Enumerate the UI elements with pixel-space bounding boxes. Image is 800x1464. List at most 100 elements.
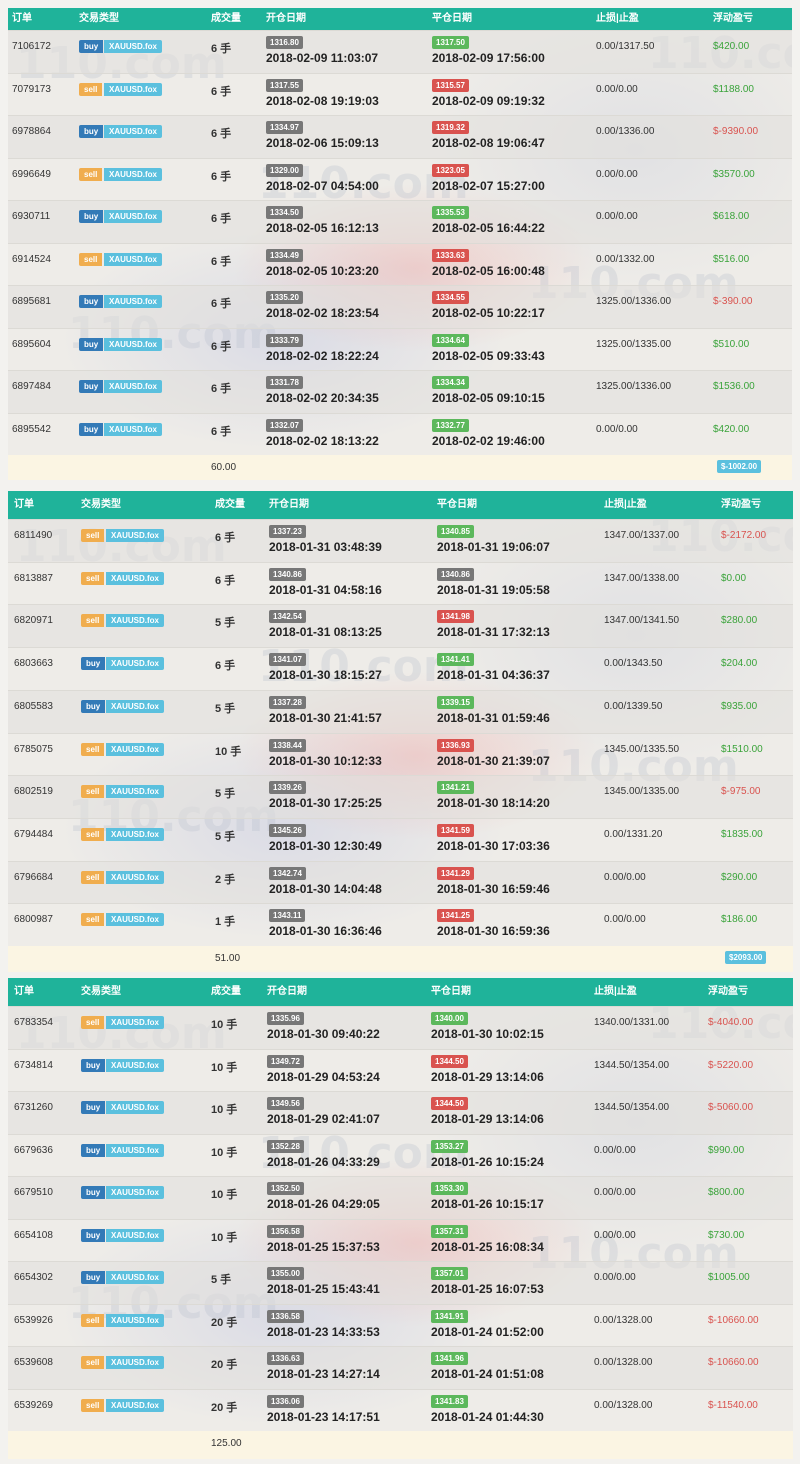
open-price-badge: 1332.07	[266, 418, 303, 432]
header-sltp: 止损|止盈	[604, 499, 647, 510]
lots-volume: 5 手	[215, 830, 236, 843]
close-price-badge: 1341.98	[437, 610, 474, 624]
close-price-badge: 1344.50	[431, 1097, 468, 1110]
close-price-badge: 1341.96	[431, 1352, 468, 1365]
open-time: 2018-01-31 04:58:16	[269, 582, 382, 597]
lots-volume: 20 手	[211, 1316, 238, 1329]
buy-badge: buy	[81, 1101, 106, 1114]
table-row: 6539926 sell XAUUSD.fox 20 手 1336.58 2018-01-…	[8, 1303, 793, 1348]
header-sltp: 止损|止盈	[594, 986, 637, 997]
symbol-badge: XAUUSD.fox	[104, 295, 163, 308]
buy-badge: buy	[81, 1271, 106, 1284]
close-time: 2018-02-05 09:10:15	[432, 391, 545, 405]
buy-badge: buy	[79, 295, 104, 308]
header-volume: 成交量	[211, 13, 241, 24]
lots-volume: 5 手	[215, 788, 236, 801]
symbol-badge: XAUUSD.fox	[104, 82, 163, 96]
open-price-badge: 1345.26	[269, 823, 306, 837]
sell-badge: sell	[81, 870, 105, 884]
close-price-badge: 1353.27	[431, 1139, 468, 1153]
open-time: 2018-01-30 17:25:25	[269, 796, 382, 811]
close-time: 2018-01-30 17:03:36	[437, 838, 550, 853]
lots-volume: 20 手	[211, 1401, 238, 1414]
close-time: 2018-01-30 16:59:46	[437, 881, 550, 896]
sell-badge: sell	[81, 742, 105, 756]
table-row: 6930711 buy XAUUSD.fox 6 手 1334.50 2018-02-05…	[8, 200, 792, 244]
lots-volume: 6 手	[211, 85, 232, 98]
close-price-badge: 1340.00	[431, 1012, 468, 1025]
table-header: 订单 交易类型 成交量 开仓日期 平仓日期 止损|止盈 浮动盈亏	[8, 8, 792, 30]
close-time: 2018-02-05 16:44:22	[432, 221, 545, 235]
sell-badge: sell	[81, 614, 105, 628]
open-price-badge: 1342.54	[269, 610, 306, 624]
close-price-badge: 1344.50	[431, 1054, 468, 1068]
header-open: 开仓日期	[267, 986, 307, 997]
table-row: 6811490 sell XAUUSD.fox 6 手 1337.23 2018-01-3…	[8, 519, 793, 563]
header-close: 平仓日期	[431, 986, 471, 997]
symbol-badge: XAUUSD.fox	[106, 1186, 165, 1199]
stoploss-takeprofit: 0.00/0.00	[594, 1187, 636, 1198]
symbol-badge: XAUUSD.fox	[104, 252, 163, 266]
open-price-badge: 1316.80	[266, 36, 303, 49]
stoploss-takeprofit: 0.00/1328.00	[594, 1357, 653, 1368]
table-footer-totals: 60.00 $-1002.00	[8, 455, 792, 480]
order-id: 6800987	[14, 914, 53, 926]
sell-badge: sell	[79, 82, 103, 96]
floating-pnl: $-975.00	[721, 786, 761, 798]
stoploss-takeprofit: 0.00/0.00	[604, 914, 646, 926]
close-price-badge: 1339.15	[437, 695, 474, 709]
close-price-badge: 1334.55	[432, 291, 469, 304]
lots-volume: 5 手	[215, 702, 236, 715]
header-pnl: 浮动盈亏	[713, 13, 753, 24]
total-pnl-badge: $2093.00	[725, 951, 767, 964]
table-row: 6679510 buy XAUUSD.fox 10 手 1352.50 2018-01-2…	[8, 1176, 793, 1220]
header-volume: 成交量	[211, 986, 241, 997]
floating-pnl: $290.00	[721, 871, 758, 883]
header-sltp: 止损|止盈	[596, 13, 639, 24]
symbol-badge: XAUUSD.fox	[106, 1398, 165, 1412]
close-price-badge: 1332.77	[432, 418, 469, 432]
open-price-badge: 1331.78	[266, 376, 303, 389]
lots-volume: 6 手	[211, 255, 232, 268]
close-price-badge: 1341.41	[437, 653, 474, 667]
open-time: 2018-01-31 03:48:39	[269, 540, 382, 554]
header-type: 交易类型	[81, 986, 121, 997]
close-time: 2018-01-24 01:44:30	[431, 1409, 544, 1424]
table-row: 6800987 sell XAUUSD.fox 1 手 1343.11 2018-01-3…	[8, 903, 793, 947]
floating-pnl: $-9390.00	[713, 126, 759, 137]
close-price-badge: 1341.91	[431, 1309, 468, 1323]
floating-pnl: $420.00	[713, 423, 750, 435]
close-price-badge: 1341.29	[437, 866, 474, 880]
order-id: 6679636	[14, 1144, 53, 1156]
close-time: 2018-01-31 17:32:13	[437, 625, 550, 640]
open-price-badge: 1356.58	[267, 1224, 304, 1238]
symbol-badge: XAUUSD.fox	[104, 422, 163, 436]
close-price-badge: 1340.85	[437, 525, 474, 538]
table-row: 7079173 sell XAUUSD.fox 6 手 1317.55 2018-02-0…	[8, 72, 792, 117]
table-row: 7106172 buy XAUUSD.fox 6 手 1316.80 2018-02-09…	[8, 30, 792, 74]
table-row: 6783354 sell XAUUSD.fox 10 手 1335.96 2018-01-…	[8, 1006, 793, 1050]
order-id: 6895542	[12, 423, 51, 435]
order-id: 6796684	[14, 871, 53, 883]
header-volume: 成交量	[215, 499, 245, 510]
open-time: 2018-01-26 04:33:29	[267, 1154, 380, 1169]
stoploss-takeprofit: 1344.50/1354.00	[594, 1102, 670, 1113]
table-row: 6803663 buy XAUUSD.fox 6 手 1341.07 2018-01-30…	[8, 647, 793, 691]
open-price-badge: 1335.96	[267, 1012, 304, 1025]
lots-volume: 6 手	[215, 574, 236, 587]
sell-badge: sell	[81, 529, 105, 542]
lots-volume: 6 手	[211, 43, 232, 55]
stoploss-takeprofit: 0.00/0.00	[596, 168, 638, 180]
floating-pnl: $-10660.00	[708, 1357, 759, 1368]
floating-pnl: $1835.00	[721, 828, 763, 840]
stoploss-takeprofit: 0.00/1331.20	[604, 828, 663, 840]
open-price-badge: 1333.79	[266, 333, 303, 347]
close-time: 2018-01-26 10:15:17	[431, 1197, 544, 1211]
table-row: 6802519 sell XAUUSD.fox 5 手 1339.26 2018-01-3…	[8, 775, 793, 819]
trade-table-panel: 110.com110.com110.com110.com110.com订单交易类…	[8, 491, 793, 972]
order-id: 6897484	[12, 381, 51, 392]
floating-pnl: $935.00	[721, 700, 758, 712]
buy-badge: buy	[81, 1228, 106, 1242]
open-price-badge: 1317.55	[266, 78, 303, 92]
close-price-badge: 1333.63	[432, 248, 469, 262]
